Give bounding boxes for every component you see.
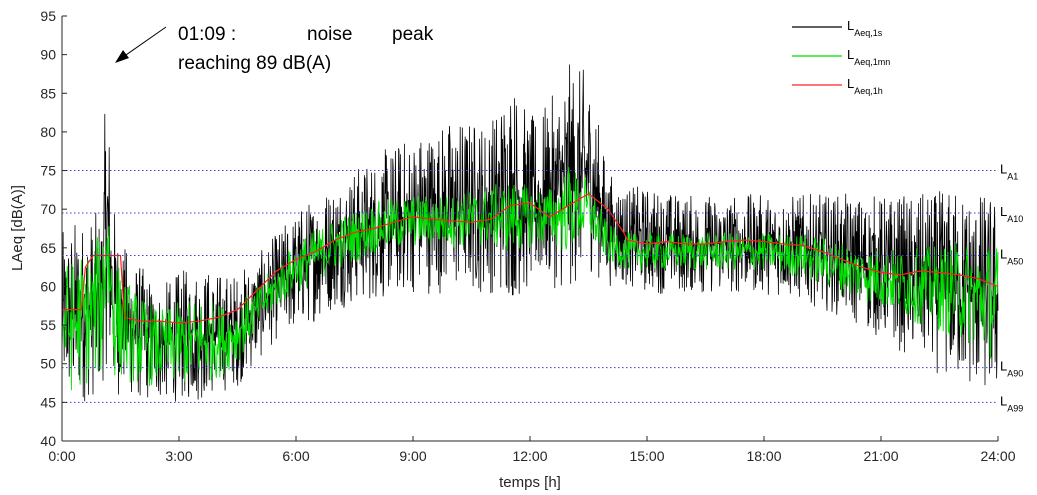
y-tick-label: 75: [40, 163, 56, 179]
y-tick-label: 60: [40, 278, 56, 294]
x-tick-label: 3:00: [165, 448, 192, 464]
series-aeq-1h-line: [62, 192, 999, 324]
y-tick-label: 95: [40, 8, 56, 24]
reference-label-a50: LA50: [1000, 247, 1023, 267]
reference-lines: [62, 170, 998, 403]
x-tick-label: 9:00: [399, 448, 426, 464]
y-tick-label: 90: [40, 47, 56, 63]
x-tick-label: 0:00: [48, 448, 75, 464]
annotation-line1-part1: 01:09 :: [178, 24, 236, 45]
reference-label-a10: LA10: [1000, 204, 1023, 224]
annotation: 01:09 : noise peak reaching 89 dB(A): [115, 24, 434, 74]
x-tick-label: 6:00: [282, 448, 309, 464]
x-axis-label: temps [h]: [499, 474, 561, 491]
reference-label-a1: LA1: [1000, 162, 1018, 182]
series-aeq-1mn-line: [61, 167, 999, 391]
legend: LAeq,1s LAeq,1mn LAeq,1h: [792, 18, 890, 96]
x-tick-label: 12:00: [512, 448, 547, 464]
x-tick-label: 21:00: [863, 448, 898, 464]
legend-entry-1: LAeq,1mn: [847, 47, 890, 67]
annotation-line1-part3: peak: [392, 24, 434, 45]
y-axis-label: LAeq [dB(A)]: [9, 185, 26, 271]
plot-area: [61, 64, 999, 402]
y-tick-label: 45: [40, 394, 56, 410]
y-tick-label: 70: [40, 201, 56, 217]
y-tick-label: 50: [40, 356, 56, 372]
x-tick-label: 18:00: [746, 448, 781, 464]
y-tick-label: 65: [40, 240, 56, 256]
y-ticks: 40 45 50 55 60 65 70 75 80 85 90 95: [40, 8, 67, 449]
annotation-line2: reaching 89 dB(A): [178, 53, 331, 74]
annotation-arrow-line: [122, 26, 167, 58]
y-tick-label: 85: [40, 85, 56, 101]
annotation-line1-part2: noise: [307, 24, 352, 45]
legend-entry-2: LAeq,1h: [847, 76, 883, 96]
y-tick-label: 80: [40, 124, 56, 140]
reference-labels: LA1 LA10 LA50 LA90 LA99: [1000, 162, 1023, 414]
y-tick-label: 55: [40, 317, 56, 333]
reference-label-a99: LA99: [1000, 393, 1023, 413]
x-ticks: 0:00 3:00 6:00 9:00 12:00 15:00 18:00 21:00 24:0…: [48, 436, 1016, 464]
x-tick-label: 24:00: [980, 448, 1015, 464]
y-tick-label: 40: [40, 433, 56, 449]
x-tick-label: 15:00: [629, 448, 664, 464]
annotation-arrow-head: [115, 50, 129, 63]
reference-label-a90: LA90: [1000, 359, 1023, 379]
legend-entry-0: LAeq,1s: [847, 18, 883, 38]
